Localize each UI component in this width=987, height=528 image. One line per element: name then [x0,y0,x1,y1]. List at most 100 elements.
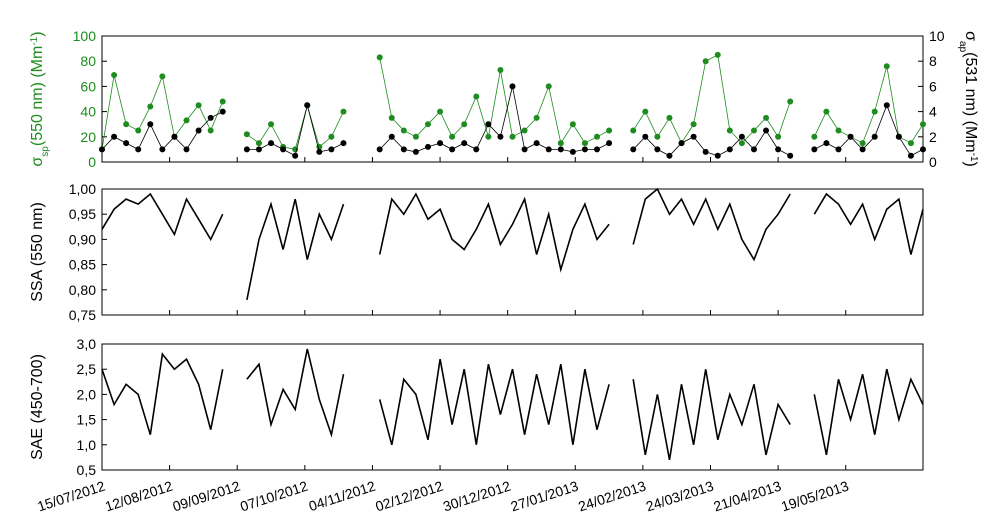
point [292,152,299,159]
y-tick-label: 0,90 [69,231,96,247]
y2-tick-label: 6 [929,78,937,94]
point [412,133,419,140]
series-line [101,187,924,301]
point [183,146,190,153]
axis-label-part: ) [29,31,46,36]
y-tick-label: 0,95 [69,206,96,222]
point [123,140,130,147]
point [111,72,118,79]
point [920,121,926,128]
point [738,140,745,147]
point [497,133,504,140]
point [147,103,154,110]
point [243,146,250,153]
x-tick-label: 02/12/2012 [373,478,445,515]
x-tick-label: 09/09/2012 [171,478,243,515]
point [859,146,866,153]
y-tick-label: 1,0 [77,437,97,453]
point [533,114,540,121]
point [581,146,588,153]
point [895,133,902,140]
point [268,140,275,147]
point [461,121,468,128]
point [123,121,130,128]
point [171,133,178,140]
y-tick-label: 0,85 [69,257,96,273]
axis-label-part: σ [29,157,46,167]
plot-frame [101,343,924,471]
point [835,146,842,153]
point [255,140,262,147]
point [376,54,383,61]
y-tick-label: 1,00 [69,181,96,197]
y-tick-label: 1,5 [77,412,97,428]
point [763,127,770,134]
axis-label: σsp(550 nm) (Mm-1) [29,31,51,166]
x-tick-label: 24/02/2013 [576,478,648,515]
point [135,146,142,153]
point [533,140,540,147]
point [219,98,226,105]
point [787,98,794,105]
x-tick-label: 15/07/2012 [35,478,107,515]
point [690,121,697,128]
point [545,83,552,90]
point [340,140,347,147]
point [473,93,480,100]
point [606,127,613,134]
point [642,108,649,115]
y-tick-label: 40 [80,104,96,120]
y2-tick-label: 2 [929,129,937,145]
plot-frame [101,188,924,316]
x-tick-label: 21/04/2013 [711,478,783,515]
point [654,146,661,153]
x-tick-label: 24/03/2013 [644,478,716,515]
point [328,146,335,153]
series-line [101,86,924,157]
point [497,67,504,74]
point [135,127,142,134]
point [485,133,492,140]
point [400,127,407,134]
x-tick-label: 30/12/2012 [441,478,513,515]
point [509,133,516,140]
point [738,133,745,140]
point [183,117,190,124]
point [726,127,733,134]
axis-label: SSA (550 nm) [29,202,46,302]
axis-label-part: (531 nm) (Mm [962,52,979,152]
point [690,133,697,140]
axis-label-part: (550 nm) (Mm [29,46,46,146]
point [557,146,564,153]
point [775,146,782,153]
point [920,146,926,153]
point [376,146,383,153]
point [509,83,516,90]
point [412,148,419,155]
point [666,152,673,159]
x-tick-label: 19/05/2013 [779,478,851,515]
point [424,143,431,150]
point [545,146,552,153]
point [424,121,431,128]
point [328,133,335,140]
y2-tick-label: 10 [929,28,945,44]
point [823,108,830,115]
point [654,133,661,140]
y-tick-label: 0,5 [77,462,97,478]
point [304,102,311,109]
y-tick-label: 80 [80,53,96,69]
point [449,133,456,140]
point [630,146,637,153]
point [340,108,347,115]
point [437,140,444,147]
point [268,121,275,128]
point [642,133,649,140]
point [219,108,226,115]
point [847,133,854,140]
x-tick-label: 04/11/2012 [307,478,378,515]
point [811,146,818,153]
point [763,114,770,121]
point [243,131,250,138]
